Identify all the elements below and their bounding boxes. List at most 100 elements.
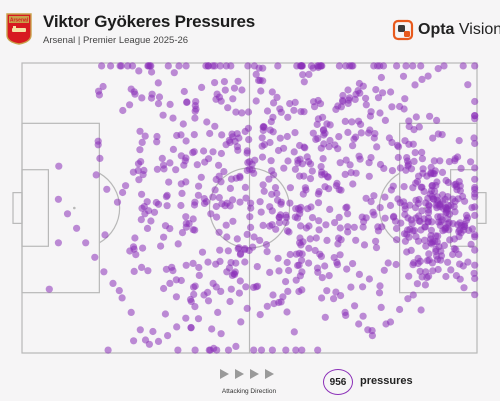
pressure-point [333,179,341,187]
pressure-point [403,230,411,238]
pressure-point [334,102,342,110]
pressure-point [389,182,397,190]
pressure-point [230,84,239,92]
pressure-point [381,214,389,222]
chart-subtitle: Arsenal | Premier League 2025-26 [43,35,189,46]
pressure-point [335,62,343,70]
pressure-point [307,160,315,168]
brand-sub: Vision [458,21,500,38]
brand-main: Opta [418,21,455,38]
pressure-point [455,137,463,145]
pressure-point [191,107,199,115]
pressure-point [313,120,321,128]
pressure-point [209,148,217,156]
pressure-point [375,289,384,297]
pressure-point [256,236,264,244]
pressure-point [314,190,322,198]
pressure-point [394,153,402,162]
pressure-point [439,197,447,205]
left-six-yard-box [21,169,49,247]
pressure-point [317,252,325,260]
pressure-point [433,116,441,124]
pressure-point [269,128,277,136]
pressure-point [223,199,231,207]
pressure-point [285,228,293,236]
pressure-point [434,265,442,274]
pressure-point [280,144,288,152]
pressure-point [471,231,479,239]
pressure-point [234,245,242,253]
pressure-point [104,346,112,354]
pressure-point [174,346,182,354]
pressure-point [402,166,410,174]
pressure-point [157,242,165,250]
pressure-point [414,237,423,245]
pressure-point [347,169,355,177]
pressure-point [191,114,199,122]
pressure-point [302,224,310,232]
pressure-point [438,168,447,176]
pitch-area [0,56,500,361]
left-goal [12,192,23,224]
pressure-point [204,258,212,266]
pressure-point [438,216,446,224]
pressure-point [234,146,242,154]
pressure-point [290,106,298,114]
pressure-point [154,79,162,87]
pressure-point [415,123,423,131]
pressure-point [241,127,249,136]
pressure-point [251,156,259,164]
pressure-point [418,155,426,163]
pressure-point [268,346,276,354]
pressure-point [164,62,172,70]
pressure-point [356,155,364,163]
pressure-point [91,253,99,261]
pressure-point [379,62,388,70]
pressure-point [267,118,275,126]
pressure-point [451,155,459,163]
pressure-point [159,161,168,169]
pressure-point [215,228,223,236]
pressure-point [282,346,290,354]
pressure-point [370,211,378,219]
pressure-point [282,211,290,219]
pressure-point [270,99,278,107]
pressure-count-label: pressures [360,375,413,387]
pressure-point [355,320,363,328]
pressure-point [299,71,307,79]
pressure-point [284,157,292,165]
pressure-point [336,224,344,232]
pressure-point [350,223,358,231]
pressure-point [202,62,210,70]
pressure-point [138,263,146,271]
pressure-point [286,184,294,192]
chart-footer: Attacking Direction 956 pressures [0,361,500,401]
pressure-point [300,172,308,180]
pressure-point [405,117,413,125]
pressure-point [153,138,161,146]
pressure-point [425,272,433,280]
pressure-point [286,199,294,207]
pressure-point [470,134,478,142]
pressure-point [346,161,354,169]
pressure-point [169,114,177,122]
pressure-point [298,268,306,276]
pressure-point [429,195,437,203]
pressure-point [296,141,304,150]
pressure-point [127,308,135,316]
pressure-point [247,199,255,207]
pressure-point [471,164,479,172]
pressure-point [260,123,268,131]
pressure-point [109,279,117,287]
pressure-point [376,282,384,290]
pressure-point [359,223,367,231]
pressure-point [415,217,423,225]
pressure-point [342,311,350,319]
pressure-point [224,104,232,112]
pressure-point [316,100,325,108]
pressure-point [198,248,207,256]
pressure-point [325,272,333,280]
pressure-point [275,298,283,307]
pressure-point [428,259,436,267]
pressure-point [234,77,242,85]
